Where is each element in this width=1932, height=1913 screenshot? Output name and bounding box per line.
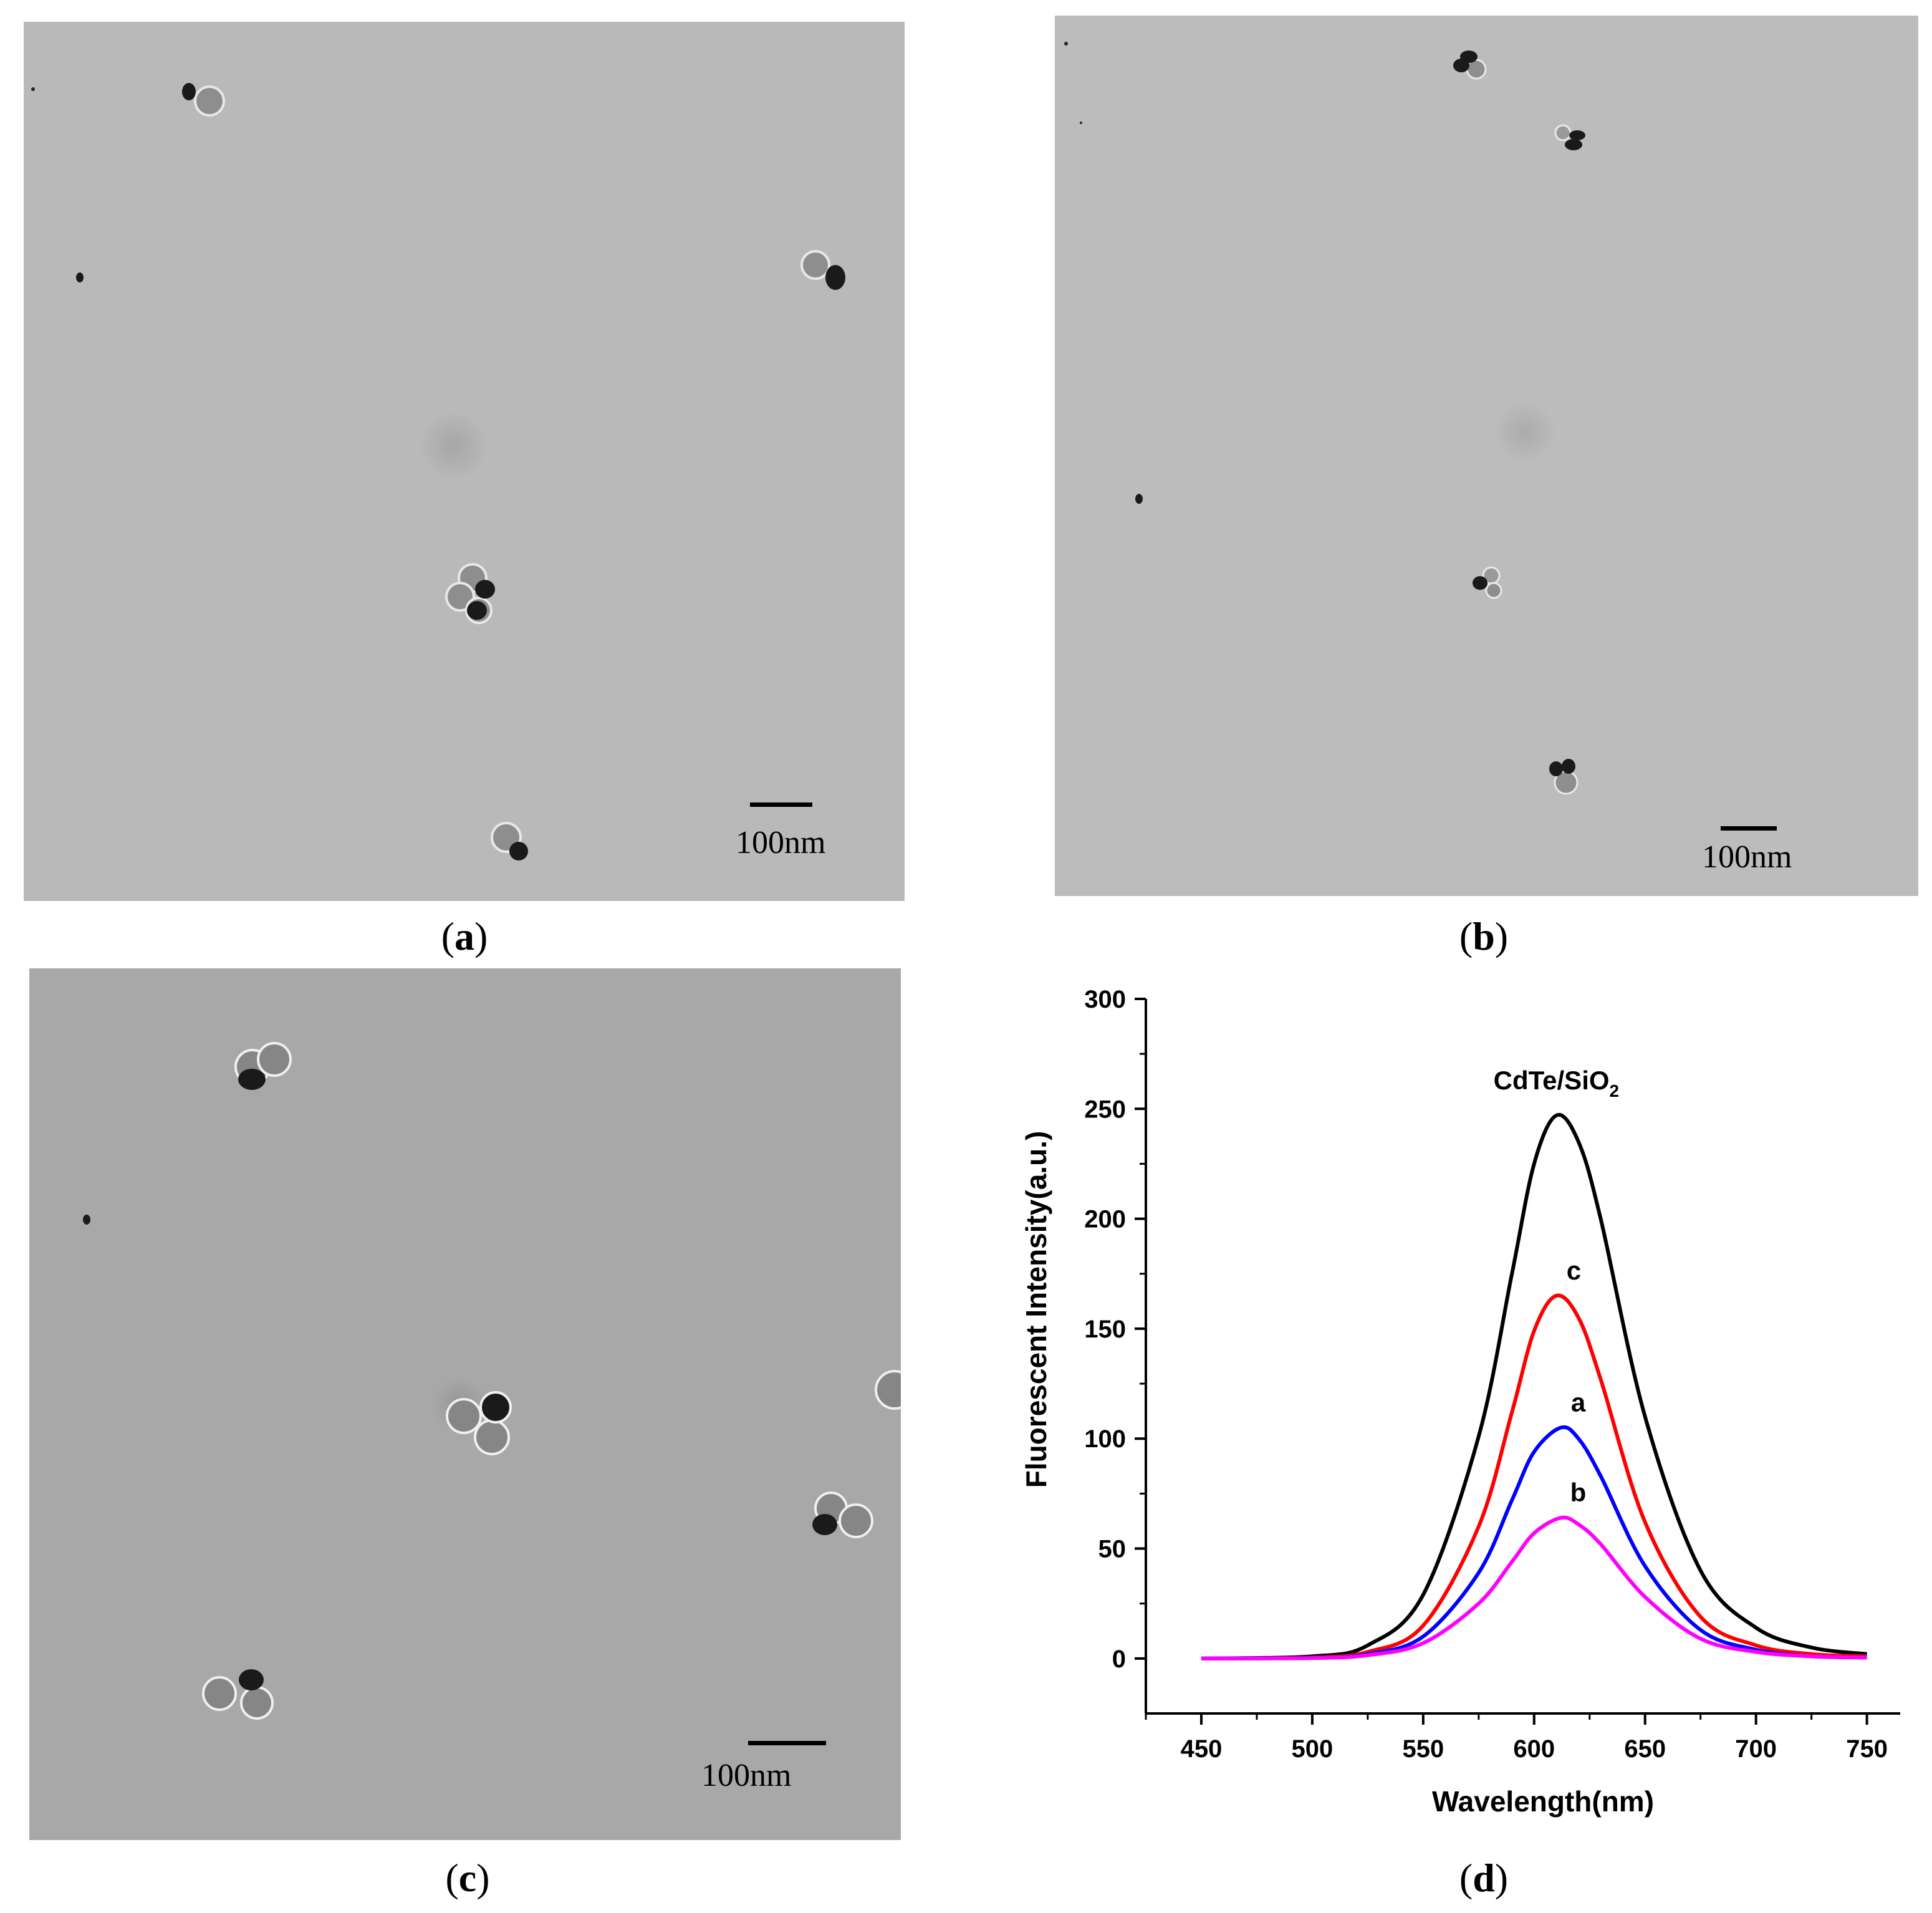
nanoparticle-cluster (800, 250, 845, 290)
scale-bar-label: 100nm (736, 825, 826, 860)
y-tick-label: 150 (1084, 1316, 1126, 1343)
x-tick-label: 700 (1735, 1735, 1777, 1763)
series-line-b (1201, 1515, 1867, 1660)
fluorescence-chart: 450 500 550 600 650 700 750 0 50 100 150 200 250 300 … (997, 960, 1932, 1846)
series-line-cdte-sio2 (1201, 1112, 1867, 1660)
scale-bar-label: 100nm (1702, 839, 1792, 875)
nanoparticle-cluster (1473, 566, 1502, 599)
y-tick-label: 200 (1084, 1206, 1126, 1233)
chart-axes (1145, 999, 1900, 1715)
chart-series (1201, 1112, 1867, 1660)
series-line-a (1201, 1425, 1867, 1660)
x-tick-label: 650 (1624, 1735, 1666, 1763)
tem-image-c (29, 968, 901, 1840)
y-tick-label: 50 (1098, 1536, 1127, 1563)
nanoparticle-cluster (875, 1370, 901, 1410)
series-label: a (1571, 1388, 1586, 1417)
x-tick-label: 450 (1181, 1735, 1223, 1763)
series-label: b (1570, 1478, 1587, 1507)
x-tick-label: 600 (1513, 1735, 1555, 1763)
y-tick-label: 300 (1084, 986, 1126, 1013)
x-tick-label: 750 (1846, 1735, 1888, 1763)
nanoparticle-cluster (491, 822, 528, 860)
scale-bar-line (748, 1741, 826, 1745)
x-axis-label: Wavelength(nm) (1432, 1785, 1654, 1818)
panel-caption-c: (c) (445, 1856, 490, 1900)
series-label: c (1567, 1256, 1581, 1285)
chart-ticks: 450 500 550 600 650 700 750 0 50 100 150 200 250 300 (1084, 986, 1888, 1763)
x-tick-label: 550 (1402, 1735, 1444, 1763)
nanoparticle-cluster (445, 563, 495, 624)
tem-image-a (24, 22, 905, 901)
series-line-c (1201, 1293, 1867, 1660)
scale-bar-line (750, 802, 812, 807)
y-tick-label: 250 (1084, 1096, 1126, 1123)
y-axis-label: Fluorescent Intensity(a.u.) (1020, 1131, 1052, 1488)
y-tick-label: 0 (1112, 1646, 1126, 1673)
panel-caption-a: (a) (441, 914, 488, 958)
nanoparticle-cluster (182, 83, 225, 117)
x-tick-label: 500 (1292, 1735, 1334, 1763)
tem-image-b (1055, 16, 1918, 896)
nanoparticle-cluster (234, 1042, 292, 1090)
nanoparticle-cluster (1549, 759, 1579, 795)
nanoparticle-cluster (446, 1391, 512, 1455)
nanoparticle-cluster (1554, 124, 1585, 150)
nanoparticle-cluster (812, 1491, 873, 1538)
panel-caption-d: (d) (1459, 1856, 1509, 1900)
y-tick-label: 100 (1084, 1425, 1126, 1453)
nanoparticle-cluster (202, 1669, 274, 1720)
nanoparticle-cluster (1453, 51, 1487, 80)
scale-bar-label: 100nm (701, 1758, 792, 1793)
chart-series-labels: CdTe/SiO2 c a b (1494, 1066, 1619, 1507)
scale-bar-line (1721, 826, 1777, 831)
panel-caption-b: (b) (1459, 914, 1509, 958)
series-label: CdTe/SiO2 (1494, 1066, 1619, 1101)
